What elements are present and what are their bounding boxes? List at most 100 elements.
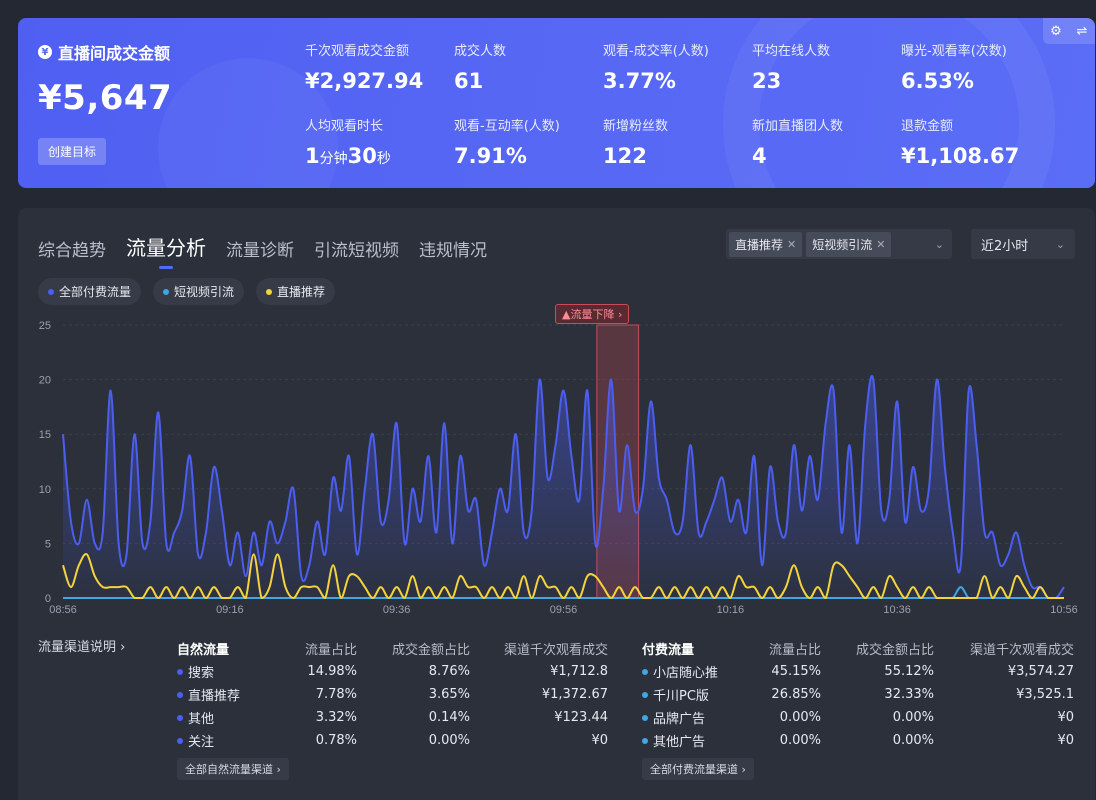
header-cell: 流量占比 xyxy=(304,642,357,658)
main-kpi-value: ¥5,647 xyxy=(38,78,173,118)
table-header: 自然流量 流量占比 成交金额占比 渠道千次观看成交 xyxy=(177,636,608,660)
channel-dot xyxy=(642,737,648,744)
y-tick-label: 25 xyxy=(39,320,51,332)
swap-icon[interactable]: ⇌ xyxy=(1076,23,1088,39)
kpi-value: 3.77% xyxy=(603,69,676,93)
channel-cell: 直播推荐 xyxy=(177,685,297,704)
kpi-label: 新加直播团人数 xyxy=(752,119,844,134)
channel-name: 品牌广告 xyxy=(653,712,706,727)
channel-dot xyxy=(642,691,648,698)
kpi-label: 新增粉丝数 xyxy=(603,119,669,134)
table-row[interactable]: 小店随心推 45.15% 55.12% ¥3,574.27 xyxy=(642,660,1074,683)
gmv-share-cell: 32.33% xyxy=(884,687,934,702)
kpi-label: 人均观看时长 xyxy=(305,119,384,134)
tab-traffic-analysis[interactable]: 流量分析 xyxy=(126,232,206,261)
kpi-item: 新加直播团人数 4 xyxy=(752,115,901,168)
y-tick-label: 20 xyxy=(39,375,51,387)
channel-name: 搜索 xyxy=(188,666,215,681)
channel-note-link[interactable]: 流量渠道说明 › xyxy=(38,640,126,655)
table-row[interactable]: 其他 3.32% 0.14% ¥123.44 xyxy=(177,706,608,729)
legend-dot xyxy=(163,288,170,295)
header-cell: 自然流量 xyxy=(177,642,230,658)
y-tick-label: 0 xyxy=(45,593,51,605)
table-row[interactable]: 品牌广告 0.00% 0.00% ¥0 xyxy=(642,706,1074,729)
share-cell: 7.78% xyxy=(315,687,357,702)
channel-filter-select[interactable]: 直播推荐 ✕ 短视频引流 ✕ ⌄ xyxy=(726,229,952,259)
main-kpi: ¥ 直播间成交金额 ¥5,647 xyxy=(38,40,172,118)
create-goal-button[interactable]: 创建目标 xyxy=(38,138,107,165)
channel-cell: 品牌广告 xyxy=(642,708,762,727)
tab-short-video[interactable]: 引流短视频 xyxy=(314,241,399,261)
filter-chip[interactable]: 短视频引流 ✕ xyxy=(806,231,892,257)
kpi-value: 61 xyxy=(454,69,484,93)
filter-chip[interactable]: 直播推荐 ✕ xyxy=(729,231,803,257)
channel-dot xyxy=(177,737,183,744)
channel-cell: 其他 xyxy=(177,708,297,727)
header-cell: 渠道千次观看成交 xyxy=(969,642,1074,658)
kpi-item: 观看-成交率(人数) 3.77% xyxy=(603,40,752,93)
traffic-drop-badge[interactable]: ▲流量下降 › xyxy=(555,304,630,324)
kpi-card: ⚙ ⇌ ¥ 直播间成交金额 ¥5,647 创建目标 千次观看成交金额 ¥2,92… xyxy=(18,18,1095,188)
gmv-share-cell: 0.00% xyxy=(892,733,934,748)
gmv-share-cell: 55.12% xyxy=(884,664,934,679)
series-area-0 xyxy=(63,375,1064,598)
x-tick-label: 08:56 xyxy=(49,604,77,616)
series-line-2 xyxy=(62,553,1064,600)
legend-short-video[interactable]: 短视频引流 xyxy=(153,278,245,305)
x-tick-label: 10:16 xyxy=(717,604,745,616)
close-icon[interactable]: ✕ xyxy=(787,237,797,251)
legend-paid[interactable]: 全部付费流量 xyxy=(38,278,142,305)
kpi-value: 6.53% xyxy=(901,69,974,93)
kpi-item: 成交人数 61 xyxy=(454,40,603,93)
gpm-cell: ¥3,574.27 xyxy=(1007,664,1074,679)
kpi-value: 4 xyxy=(752,144,767,168)
chevron-down-icon: ⌄ xyxy=(1055,237,1065,251)
share-cell: 14.98% xyxy=(307,664,357,679)
header-cell: 流量占比 xyxy=(768,642,821,658)
time-range-value: 近2小时 xyxy=(981,238,1029,254)
kpi-label: 退款金额 xyxy=(901,119,954,134)
tab-overview[interactable]: 综合趋势 xyxy=(38,241,106,261)
header-cell: 渠道千次观看成交 xyxy=(503,642,608,658)
kpi-value: 23 xyxy=(752,69,782,93)
share-cell: 3.32% xyxy=(315,710,357,725)
table-row[interactable]: 其他广告 0.00% 0.00% ¥0 xyxy=(642,729,1074,752)
settings-icon[interactable]: ⚙ xyxy=(1050,23,1062,39)
kpi-label: 曝光-观看率(次数) xyxy=(901,44,1007,59)
kpi-unit-seconds: 秒 xyxy=(376,151,391,167)
kpi-item: 平均在线人数 23 xyxy=(752,40,901,93)
header-cell: 成交金额占比 xyxy=(855,642,934,658)
chip-label: 直播推荐 xyxy=(735,237,784,252)
channel-dot xyxy=(642,668,648,675)
legend-live-recommend[interactable]: 直播推荐 xyxy=(256,278,336,305)
table-row[interactable]: 关注 0.78% 0.00% ¥0 xyxy=(177,729,608,752)
x-tick-label: 09:16 xyxy=(216,604,244,616)
chart-legend: 全部付费流量 短视频引流 直播推荐 xyxy=(38,278,336,305)
kpi-value: 1分钟30秒 xyxy=(305,144,454,168)
kpi-label: 观看-成交率(人数) xyxy=(603,44,709,59)
gmv-share-cell: 0.00% xyxy=(428,733,470,748)
table-row[interactable]: 直播推荐 7.78% 3.65% ¥1,372.67 xyxy=(177,683,608,706)
channel-dot xyxy=(177,714,183,721)
y-tick-label: 10 xyxy=(39,484,51,496)
all-natural-channels-button[interactable]: 全部自然流量渠道 › xyxy=(177,758,289,780)
time-range-select[interactable]: 近2小时 ⌄ xyxy=(971,229,1075,259)
table-row[interactable]: 搜索 14.98% 8.76% ¥1,712.8 xyxy=(177,660,608,683)
channel-dot xyxy=(177,691,183,698)
table-row[interactable]: 千川PC版 26.85% 32.33% ¥3,525.1 xyxy=(642,683,1074,706)
natural-traffic-table: 自然流量 流量占比 成交金额占比 渠道千次观看成交 搜索 14.98% 8.76… xyxy=(177,636,608,780)
channel-dot xyxy=(177,668,183,675)
channel-cell: 关注 xyxy=(177,731,297,750)
legend-dot xyxy=(266,288,273,295)
channel-name: 小店随心推 xyxy=(653,666,719,681)
close-icon[interactable]: ✕ xyxy=(876,237,886,251)
all-paid-channels-button[interactable]: 全部付费流量渠道 › xyxy=(642,758,754,780)
kpi-item: 曝光-观看率(次数) 6.53% xyxy=(901,40,1051,93)
tab-violations[interactable]: 违规情况 xyxy=(419,241,487,261)
legend-label: 全部付费流量 xyxy=(59,285,132,299)
x-tick-label: 09:56 xyxy=(550,604,578,616)
legend-label: 直播推荐 xyxy=(277,285,326,299)
y-tick-label: 15 xyxy=(39,429,51,441)
tab-traffic-diagnosis[interactable]: 流量诊断 xyxy=(226,241,294,261)
x-tick-label: 09:36 xyxy=(383,604,411,616)
